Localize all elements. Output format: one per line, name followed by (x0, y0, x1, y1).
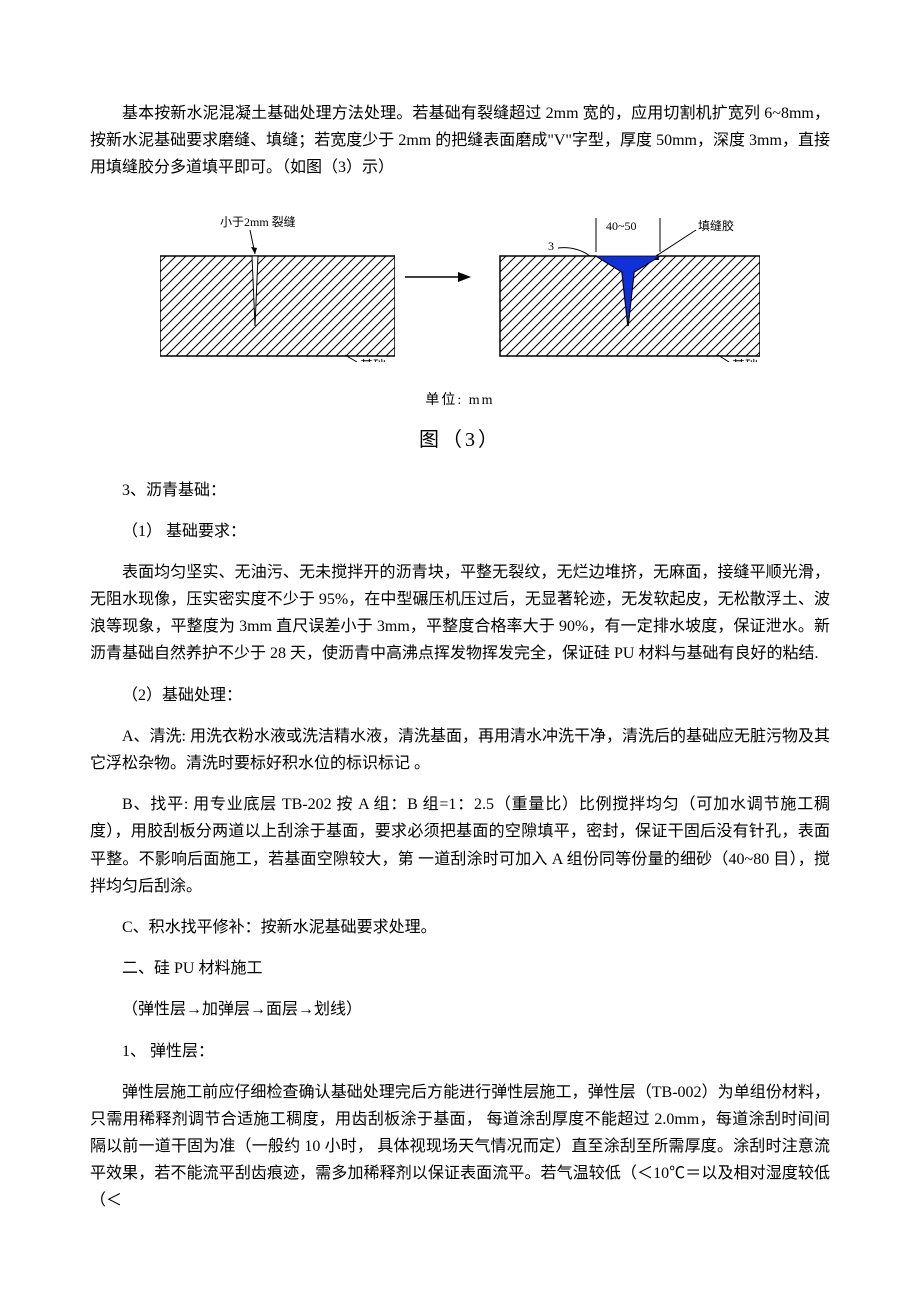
right-base-label: 基础 (732, 358, 758, 362)
section-3-paragraph-1: 表面均匀坚实、无油污、无未搅拌开的沥青块，平整无裂纹，无烂边堆挤，无麻面，接缝平… (90, 559, 830, 668)
right-depth-label: 3 (548, 239, 554, 253)
section-3-item-c: C、积水找平修补：按新水泥基础要求处理。 (90, 914, 830, 941)
diagram-left-panel: 小于2mm 裂缝 基础 (160, 212, 395, 371)
section-3-title: 3、沥青基础： (90, 477, 830, 504)
intro-paragraph: 基本按新水泥混凝土基础处理方法处理。若基础有裂缝超过 2mm 宽的，应用切割机扩… (90, 100, 830, 182)
left-crack-label: 小于2mm 裂缝 (220, 214, 296, 229)
diagram-figure-label: 图（3） (160, 423, 760, 457)
diagram-unit-label: 单位: mm (160, 389, 760, 413)
section-2-paragraph-1: 弹性层施工前应仔细检查确认基础处理完后方能进行弹性层施工，弹性层（TB-002）… (90, 1079, 830, 1215)
right-sealant-label: 填缝胶 (698, 218, 734, 233)
right-dim-label: 40~50 (606, 219, 637, 233)
diagram-right-panel: 40~50 填缝胶 3 基础 (480, 212, 760, 371)
section-2-sub1: 1、 弹性层： (90, 1038, 830, 1065)
diagram-arrow (403, 267, 473, 296)
section-3-sub1: （1） 基础要求： (90, 518, 830, 545)
section-3-item-b: B、找平: 用专业底层 TB-202 按 A 组：B 组=1：2.5（重量比）比… (90, 791, 830, 900)
section-2-flow: （弹性层→加弹层→面层→划线） (90, 996, 830, 1023)
section-3-item-a: A、清洗: 用洗衣粉水液或洗洁精水液，清洗基面，再用清水冲洗干净，清洗后的基础应… (90, 723, 830, 777)
section-2-title: 二、硅 PU 材料施工 (90, 955, 830, 982)
section-3-sub2: （2）基础处理： (90, 682, 830, 709)
left-base-label: 基础 (360, 358, 386, 362)
figure-3-diagram: 小于2mm 裂缝 基础 (160, 212, 760, 457)
